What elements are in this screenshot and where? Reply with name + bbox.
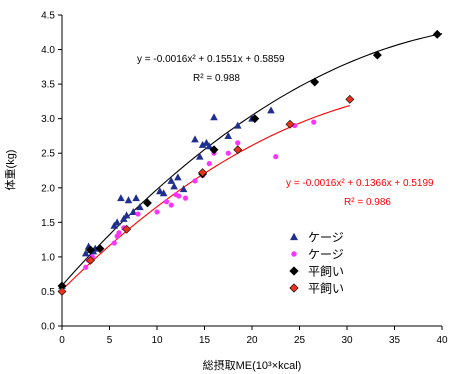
data-point-series-1 — [113, 218, 121, 226]
y-tick-label: 3.0 — [41, 114, 55, 125]
data-point-series-1 — [124, 196, 133, 204]
data-point-series-1 — [195, 152, 204, 160]
data-point-series-4 — [57, 287, 67, 296]
y-tick-label: 1.0 — [41, 252, 55, 263]
data-points — [57, 29, 442, 296]
data-point-series-1 — [156, 187, 164, 195]
data-point-series-1 — [129, 207, 138, 215]
x-tick-label: 5 — [107, 335, 113, 346]
data-point-series-2 — [163, 199, 170, 205]
data-point-series-1 — [170, 182, 178, 190]
data-point-series-2 — [83, 264, 89, 270]
x-ticks: 0 5 10 15 20 25 30 35 40 — [59, 326, 448, 346]
data-point-series-4 — [86, 255, 95, 265]
data-point-series-2 — [182, 195, 189, 201]
data-point-series-1 — [224, 131, 233, 139]
data-point-series-4 — [122, 224, 132, 234]
data-point-series-3 — [95, 244, 105, 254]
trendline-1 — [61, 33, 443, 286]
data-point-series-3 — [310, 77, 320, 87]
y-tick-label: 1.5 — [41, 218, 55, 229]
y-tick-label: 4.0 — [41, 45, 55, 56]
x-tick-label: 35 — [389, 335, 401, 346]
data-point-series-1 — [122, 211, 131, 219]
data-point-series-3 — [143, 198, 152, 208]
legend-label-1: ケージ — [308, 231, 344, 245]
data-point-series-1 — [174, 173, 182, 181]
y-tick-label: 4.5 — [41, 11, 55, 22]
legend-label-2: ケージ — [308, 248, 344, 262]
data-point-series-2 — [116, 230, 122, 236]
x-tick-label: 40 — [436, 335, 448, 346]
y-tick-label: 2.5 — [41, 149, 55, 160]
legend-label-3: 平飼い — [308, 264, 344, 279]
y-tick-label: 3.5 — [41, 80, 55, 91]
x-tick-label: 20 — [246, 335, 258, 346]
x-tick-label: 0 — [59, 335, 65, 346]
data-point-series-2 — [111, 240, 117, 246]
trendline-1-r2: R² = 0.988 — [193, 73, 240, 84]
legend-label-4: 平飼い — [308, 281, 344, 296]
data-point-series-4 — [285, 119, 295, 129]
data-point-series-4 — [345, 94, 355, 104]
data-point-series-2 — [168, 202, 174, 208]
data-point-series-1 — [233, 121, 242, 129]
y-tick-label: 2.0 — [41, 183, 55, 194]
trendline-1-equation: y = -0.0016x² + 0.1551x + 0.5859 — [137, 54, 285, 65]
data-point-series-4 — [198, 168, 208, 177]
data-point-series-1 — [159, 189, 168, 197]
data-point-series-1 — [191, 135, 199, 143]
data-point-series-1 — [210, 113, 218, 121]
data-point-series-1 — [179, 185, 188, 193]
data-point-series-1 — [136, 203, 144, 211]
trendlines — [61, 33, 443, 291]
trendline-2 — [61, 105, 351, 291]
data-point-series-1 — [267, 106, 275, 114]
data-point-series-1 — [167, 176, 176, 184]
legend-marker-2 — [291, 251, 297, 257]
legend-marker-4 — [289, 283, 299, 293]
y-ticks: 0.0 0.5 1.0 1.5 2.0 2.5 3.0 3.5 4.0 4.5 — [41, 11, 62, 333]
x-tick-label: 25 — [294, 335, 306, 346]
x-axis-title: 総摂取ME(10³×kcal) — [203, 358, 302, 372]
data-point-series-3 — [86, 245, 95, 255]
data-point-series-1 — [117, 194, 125, 202]
data-point-series-3 — [250, 114, 260, 124]
data-point-series-2 — [206, 160, 212, 167]
data-point-series-3 — [209, 145, 219, 155]
data-point-series-2 — [176, 193, 182, 199]
data-point-series-3 — [372, 50, 382, 60]
data-point-series-2 — [135, 211, 141, 217]
data-point-series-2 — [311, 119, 317, 125]
trendline-2-r2: R² = 0.986 — [344, 197, 391, 208]
data-point-series-3 — [432, 29, 442, 39]
data-point-series-2 — [154, 209, 160, 215]
data-point-series-2 — [192, 178, 198, 184]
y-tick-label: 0.0 — [41, 322, 55, 333]
legend-marker-1 — [290, 232, 298, 241]
data-point-series-1 — [132, 194, 140, 202]
x-tick-label: 30 — [341, 335, 353, 346]
y-axis-title: 体重(kg) — [3, 150, 17, 191]
y-tick-label: 0.5 — [41, 287, 55, 298]
data-point-series-1 — [81, 249, 90, 257]
x-tick-label: 15 — [199, 335, 211, 346]
data-point-series-2 — [273, 154, 279, 160]
data-point-series-1 — [198, 140, 207, 148]
trendline-2-equation: y = -0.0016x² + 0.1366x + 0.5199 — [286, 178, 434, 189]
x-tick-label: 10 — [151, 335, 163, 346]
data-point-series-1 — [205, 142, 214, 150]
data-point-series-2 — [225, 150, 231, 156]
data-point-series-4 — [233, 145, 243, 155]
legend-marker-3 — [289, 266, 299, 276]
data-point-series-2 — [235, 140, 241, 146]
